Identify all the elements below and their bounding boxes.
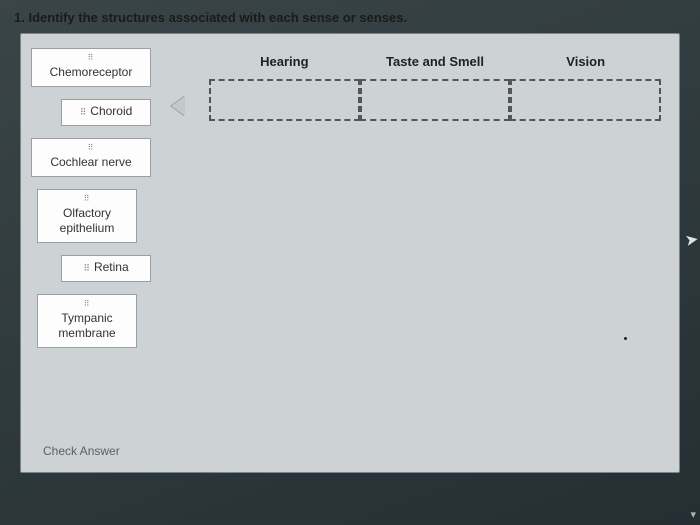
check-answer-button[interactable]: Check Answer	[43, 444, 120, 458]
drag-item-label: Olfactory epithelium	[60, 206, 115, 235]
cursor-icon: ➤	[683, 229, 700, 251]
drag-item[interactable]: ⠿ Cochlear nerve	[31, 138, 151, 177]
drop-targets-area: HearingTaste and SmellVision	[181, 44, 669, 462]
drag-item[interactable]: ⠿ Olfactory epithelium	[37, 189, 137, 243]
drop-zone[interactable]	[209, 79, 360, 121]
question-prompt: 1. Identify the structures associated wi…	[0, 0, 700, 31]
drag-item[interactable]: Retina	[61, 255, 151, 282]
drag-item-label: Chemoreceptor	[50, 65, 133, 79]
grip-icon: ⠿	[38, 143, 144, 153]
target-label: Vision	[510, 46, 661, 77]
grip-icon: ⠿	[38, 53, 144, 63]
drag-item[interactable]: ⠿ Chemoreceptor	[31, 48, 151, 87]
target-header-row: HearingTaste and SmellVision	[209, 46, 661, 77]
grip-icon: ⠿	[44, 194, 130, 204]
scroll-down-icon: ▾	[690, 508, 696, 521]
question-number: 1.	[14, 10, 25, 25]
drag-item[interactable]: Choroid	[61, 99, 151, 126]
panel-arrow-icon	[171, 96, 185, 116]
grip-icon: ⠿	[44, 299, 130, 309]
grip-icon: Choroid	[80, 104, 133, 118]
grip-icon: Retina	[83, 260, 128, 274]
drag-item[interactable]: ⠿ Tympanic membrane	[37, 294, 137, 348]
question-text: Identify the structures associated with …	[28, 10, 407, 25]
target-label: Hearing	[209, 46, 360, 77]
drop-zone[interactable]	[360, 79, 511, 121]
drop-zone-row	[209, 79, 661, 121]
exercise-panel: ⠿ Chemoreceptor Choroid ⠿ Cochlear nerve ⠿ Olf…	[20, 33, 680, 473]
drag-item-label: Tympanic membrane	[58, 311, 115, 340]
speck-icon	[624, 337, 627, 340]
draggable-source-list: ⠿ Chemoreceptor Choroid ⠿ Cochlear nerve ⠿ Olf…	[31, 44, 181, 462]
drop-zone[interactable]	[510, 79, 661, 121]
target-label: Taste and Smell	[360, 46, 511, 77]
drag-item-label: Cochlear nerve	[50, 155, 131, 169]
